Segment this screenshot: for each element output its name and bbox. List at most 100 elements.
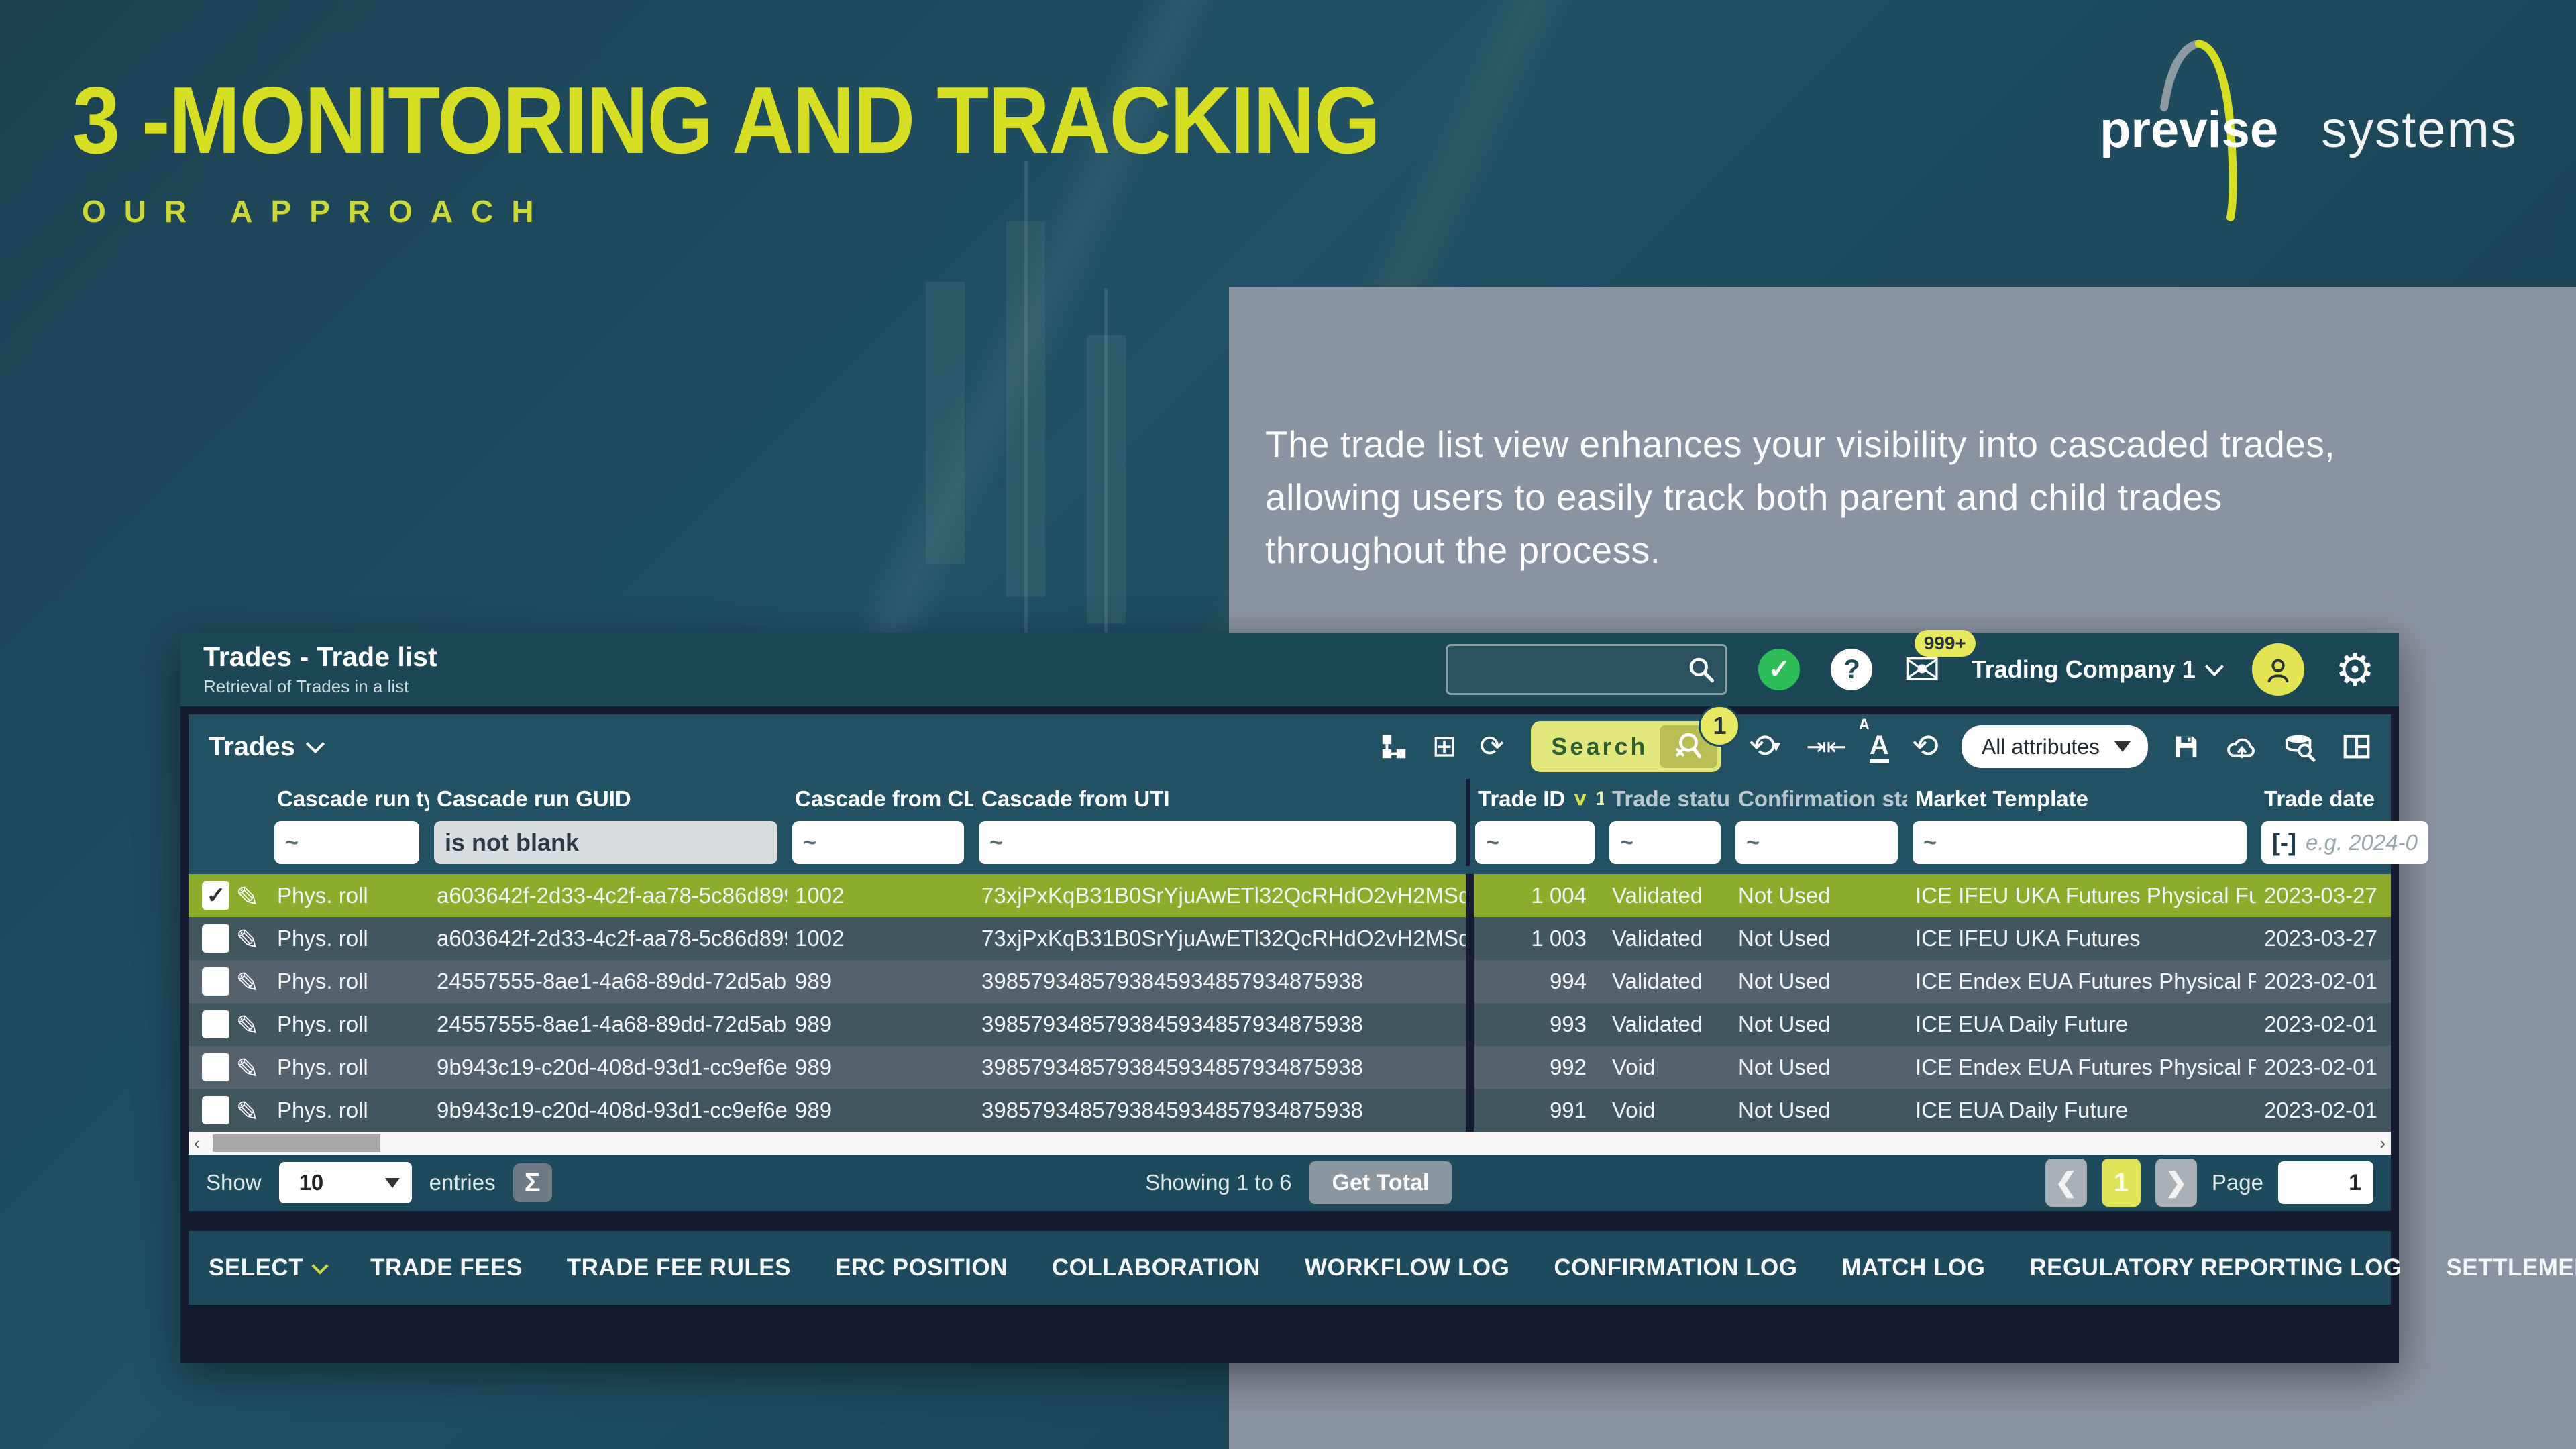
cell-uti: 3985793485793845934857934875938: [981, 1012, 1363, 1036]
col-trade-date[interactable]: Trade date: [2264, 786, 2375, 811]
attributes-dropdown[interactable]: All attributes: [1961, 725, 2148, 768]
cell-run-type: Phys. roll: [277, 1055, 368, 1079]
table-row[interactable]: ✎ Phys. roll 9b943c19-c20d-408d-93d1-cc9…: [189, 1089, 2391, 1132]
cell-run-guid: 9b943c19-c20d-408d-93d1-cc9ef6e132…: [437, 1055, 787, 1079]
chevron-down-icon: [305, 734, 325, 754]
col-trade-id[interactable]: Trade ID ∨ 1: [1470, 786, 1604, 812]
row-checkbox[interactable]: [202, 1053, 229, 1081]
current-page-button[interactable]: 1: [2101, 1159, 2141, 1207]
table-row[interactable]: ✎ Phys. roll 24557555-8ae1-4a68-89dd-72d…: [189, 960, 2391, 1003]
menu-collaboration[interactable]: COLLABORATION: [1051, 1254, 1260, 1281]
col-cascade-run-type[interactable]: Cascade run type: [277, 786, 429, 811]
col-market-template[interactable]: Market Template: [1915, 786, 2088, 811]
menu-regulatory-reporting-log[interactable]: REGULATORY REPORTING LOG: [2029, 1254, 2402, 1281]
table-search-icon[interactable]: [2282, 731, 2317, 762]
help-icon[interactable]: ?: [1831, 649, 1873, 690]
scroll-left-arrow[interactable]: ‹: [194, 1133, 200, 1153]
table-row[interactable]: ✎ Phys. roll a603642f-2d33-4c2f-aa78-5c8…: [189, 917, 2391, 960]
table-row[interactable]: ✎ Phys. roll 9b943c19-c20d-408d-93d1-cc9…: [189, 1046, 2391, 1089]
edit-pencil-icon[interactable]: ✎: [233, 1098, 265, 1122]
filter-confirmation-status[interactable]: ~: [1735, 821, 1898, 864]
widget-toolbar: Trades ⊞ ⟳ Search: [189, 705, 2391, 779]
widget-title-dropdown[interactable]: Trades: [209, 732, 325, 762]
save-icon[interactable]: [2171, 731, 2202, 762]
page-size-select[interactable]: 10: [278, 1162, 412, 1203]
filter-cluti[interactable]: ~: [792, 821, 964, 864]
menu-erc-position[interactable]: ERC POSITION: [835, 1254, 1008, 1281]
cell-confirmation-status: Not Used: [1738, 883, 1831, 908]
menu-trade-fees[interactable]: TRADE FEES: [370, 1254, 523, 1281]
col-trade-status[interactable]: Trade status: [1612, 786, 1730, 811]
settings-gear-icon[interactable]: ⚙: [2334, 645, 2375, 694]
edit-pencil-icon[interactable]: ✎: [233, 883, 265, 908]
reset-filters-icon[interactable]: ⟲ ▼: [1748, 729, 1784, 764]
filter-uti[interactable]: ~: [979, 821, 1456, 864]
scrollbar-thumb[interactable]: [213, 1134, 380, 1152]
dropdown-arrow-icon: [384, 1177, 400, 1188]
edit-pencil-icon[interactable]: ✎: [233, 1012, 265, 1036]
filter-trade-date[interactable]: [-] e.g. 2024-0: [2261, 821, 2428, 864]
row-checkbox[interactable]: ✓: [202, 881, 229, 910]
col-cascade-from-uti[interactable]: Cascade from UTI: [981, 786, 1170, 811]
filter-run-type[interactable]: ~: [274, 821, 419, 864]
dropdown-arrow-icon: [2114, 741, 2131, 752]
refresh-icon[interactable]: ⟳: [1479, 730, 1505, 763]
next-page-button[interactable]: ❯: [2155, 1159, 2197, 1207]
search-button[interactable]: Search 1: [1531, 705, 1741, 772]
decor-wick: [1104, 288, 1108, 678]
get-total-button[interactable]: Get Total: [1309, 1161, 1452, 1204]
cell-confirmation-status: Not Used: [1738, 1012, 1831, 1036]
menu-match-log[interactable]: MATCH LOG: [1841, 1254, 1986, 1281]
cell-trade-status: Void: [1612, 1097, 1656, 1122]
menu-trade-fee-rules[interactable]: TRADE FEE RULES: [566, 1254, 791, 1281]
user-avatar[interactable]: [2251, 643, 2304, 696]
edit-pencil-icon[interactable]: ✎: [233, 969, 265, 994]
cell-trade-date: 2023-02-01: [2264, 1097, 2377, 1122]
row-checkbox[interactable]: [202, 1096, 229, 1124]
add-icon[interactable]: ⊞: [1432, 730, 1457, 763]
row-checkbox[interactable]: [202, 924, 229, 953]
col-cascade-from-cluti[interactable]: Cascade from CLUTI: [795, 786, 973, 811]
company-selector[interactable]: Trading Company 1: [1972, 655, 2224, 684]
cloud-upload-icon[interactable]: [2224, 731, 2259, 762]
menu-select[interactable]: SELECT: [209, 1254, 329, 1281]
cell-cluti: 1002: [795, 883, 845, 908]
filter-trade-status[interactable]: ~: [1609, 821, 1721, 864]
cell-cluti: 989: [795, 969, 833, 994]
cell-uti: 73xjPxKqB31B0SrYjuAwETl32QcRHdO2vH2MSqod…: [981, 883, 1466, 908]
collapse-columns-icon[interactable]: ⇥⇤: [1806, 733, 1847, 760]
cell-trade-status: Validated: [1612, 1012, 1703, 1036]
decor-candle: [1006, 221, 1045, 597]
filter-trade-id[interactable]: ~: [1475, 821, 1595, 864]
horizontal-scrollbar[interactable]: ‹ ›: [189, 1132, 2391, 1155]
menu-confirmation-log[interactable]: CONFIRMATION LOG: [1554, 1254, 1798, 1281]
table-row[interactable]: ✎ Phys. roll 24557555-8ae1-4a68-89dd-72d…: [189, 1003, 2391, 1046]
col-confirmation-status[interactable]: Confirmation status: [1738, 786, 1907, 811]
filter-market-template[interactable]: ~: [1913, 821, 2247, 864]
row-checkbox[interactable]: [202, 967, 229, 996]
global-search-input[interactable]: [1446, 644, 1728, 695]
prev-page-button[interactable]: ❮: [2045, 1159, 2087, 1207]
row-checkbox[interactable]: [202, 1010, 229, 1038]
cell-trade-id: 992: [1549, 1055, 1587, 1079]
layout-split-icon[interactable]: [2340, 731, 2373, 762]
decor-candle: [1087, 335, 1126, 624]
font-size-icon[interactable]: A: [1859, 716, 1889, 763]
cell-run-guid: 24557555-8ae1-4a68-89dd-72d5ab87e…: [437, 1012, 787, 1036]
sum-button[interactable]: Σ: [513, 1163, 552, 1202]
page-number-input[interactable]: 1: [2277, 1161, 2373, 1204]
filter-run-guid[interactable]: is not blank: [434, 821, 777, 864]
scroll-right-arrow[interactable]: ›: [2379, 1133, 2385, 1153]
cell-trade-status: Void: [1612, 1055, 1656, 1079]
notifications-mail-icon[interactable]: ✉ 999+: [1903, 630, 1976, 692]
edit-pencil-icon[interactable]: ✎: [233, 1055, 265, 1079]
table-row[interactable]: ✓ ✎ Phys. roll a603642f-2d33-4c2f-aa78-5…: [189, 874, 2391, 917]
hierarchy-view-icon[interactable]: [1379, 731, 1409, 762]
history-icon[interactable]: ⟲: [1911, 729, 1939, 764]
edit-pencil-icon[interactable]: ✎: [233, 926, 265, 951]
menu-settlement-schedule[interactable]: SETTLEMENT SCHEDULE: [2446, 1254, 2576, 1281]
cell-run-type: Phys. roll: [277, 926, 368, 951]
menu-workflow-log[interactable]: WORKFLOW LOG: [1304, 1254, 1510, 1281]
app-subtitle: Retrieval of Trades in a list: [203, 676, 409, 697]
col-cascade-run-guid[interactable]: Cascade run GUID: [437, 786, 631, 811]
